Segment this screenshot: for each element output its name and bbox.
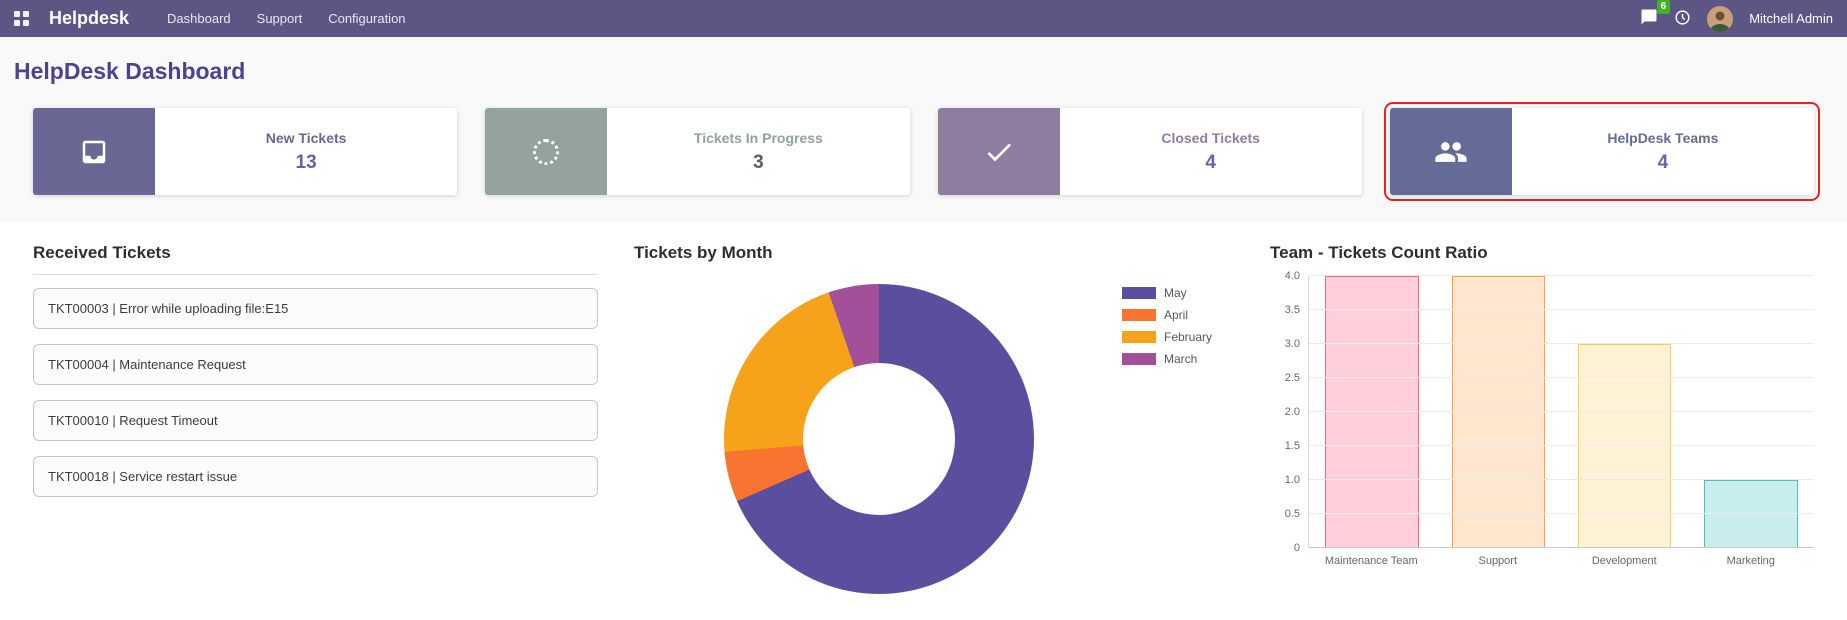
bar-development	[1577, 344, 1672, 548]
activity-icon[interactable]	[1674, 9, 1691, 29]
spinner-icon	[485, 108, 608, 195]
y-tick-label: 4.0	[1284, 270, 1300, 282]
legend-swatch	[1122, 353, 1156, 365]
legend-label: February	[1164, 330, 1213, 344]
stat-cards-row: New Tickets 13 Tickets In Progress 3 Clo…	[0, 102, 1847, 201]
legend-item[interactable]: February	[1122, 330, 1212, 344]
gridline	[1309, 411, 1814, 412]
y-tick-label: 3.0	[1284, 338, 1300, 350]
bar-support	[1451, 276, 1546, 548]
stat-card-helpdesk-teams[interactable]: HelpDesk Teams 4	[1383, 102, 1821, 201]
team-ratio-section: Team - Tickets Count Ratio 0 0.5 1.0 1.5 2.0…	[1270, 243, 1814, 594]
dashboard-body: Received Tickets TKT00003 | Error while …	[0, 223, 1847, 594]
ticket-item[interactable]: TKT00018 | Service restart issue	[33, 456, 598, 497]
legend-label: April	[1164, 308, 1189, 322]
dashboard-header-region: HelpDesk Dashboard New Tickets 13 Ticket…	[0, 37, 1847, 223]
received-tickets-section: Received Tickets TKT00003 | Error while …	[33, 243, 598, 594]
stat-card-label: Closed Tickets	[1161, 129, 1260, 146]
chat-icon	[1640, 8, 1658, 29]
inbox-icon	[33, 108, 155, 195]
gridline	[1309, 343, 1814, 344]
top-navbar: Helpdesk Dashboard Support Configuration…	[0, 0, 1847, 37]
y-tick-label: 1.5	[1284, 440, 1300, 452]
gridline	[1309, 377, 1814, 378]
user-name[interactable]: Mitchell Admin	[1749, 11, 1833, 26]
stat-card-value: 3	[753, 151, 764, 173]
bar-maintenance-team	[1325, 276, 1419, 548]
stat-card-label: HelpDesk Teams	[1607, 129, 1719, 146]
legend-swatch	[1122, 331, 1156, 343]
ticket-item[interactable]: TKT00010 | Request Timeout	[33, 400, 598, 441]
navbar-right: 6 Mitchell Admin	[1640, 0, 1833, 32]
avatar[interactable]	[1707, 5, 1734, 32]
stat-card-new-tickets[interactable]: New Tickets 13	[33, 108, 458, 195]
app-brand[interactable]: Helpdesk	[49, 8, 130, 28]
bar-xlabels: Maintenance Team Support Development Market…	[1308, 555, 1814, 567]
legend-swatch	[1122, 309, 1156, 321]
legend-label: May	[1164, 286, 1187, 300]
messages-button[interactable]: 6	[1640, 0, 1671, 29]
y-tick-label: 1.0	[1284, 474, 1300, 486]
stat-card-tickets-in-progress[interactable]: Tickets In Progress 3	[485, 108, 910, 195]
y-tick-label: 3.5	[1284, 304, 1300, 316]
x-category-label: Support	[1478, 555, 1518, 567]
apps-grid-icon[interactable]	[14, 11, 29, 26]
donut-hole	[803, 363, 955, 515]
gridline	[1309, 275, 1814, 276]
bar-chart: 0 0.5 1.0 1.5 2.0 2.5 3.0 3.5 4.0	[1270, 270, 1814, 554]
check-icon	[937, 108, 1060, 195]
nav-configuration[interactable]: Configuration	[328, 11, 406, 26]
stat-card-value: 4	[1657, 151, 1669, 173]
stat-card-label: Tickets In Progress	[693, 129, 823, 146]
team-ratio-title: Team - Tickets Count Ratio	[1270, 243, 1488, 262]
legend-item[interactable]: April	[1122, 308, 1212, 322]
y-tick-label: 2.5	[1284, 372, 1300, 384]
gridline	[1309, 445, 1814, 446]
gridline	[1309, 513, 1814, 514]
legend-item[interactable]: May	[1122, 286, 1212, 300]
bar-yaxis: 0 0.5 1.0 1.5 2.0 2.5 3.0 3.5 4.0	[1270, 270, 1308, 554]
y-tick-label: 0	[1293, 542, 1300, 554]
x-category-label: Development	[1591, 555, 1657, 567]
stat-card-closed-tickets[interactable]: Closed Tickets 4	[937, 108, 1362, 195]
received-tickets-list: TKT00003 | Error while uploading file:E1…	[33, 288, 598, 497]
main-menu: Dashboard Support Configuration	[167, 11, 405, 26]
stat-card-value: 4	[1205, 151, 1216, 173]
stat-card-value: 13	[295, 151, 317, 173]
gridline	[1309, 479, 1814, 480]
y-tick-label: 0.5	[1284, 508, 1300, 520]
donut-chart	[724, 284, 1034, 594]
legend-label: March	[1164, 352, 1198, 366]
x-category-label: Marketing	[1726, 555, 1775, 567]
page-title: HelpDesk Dashboard	[14, 58, 246, 84]
tickets-by-month-title: Tickets by Month	[634, 243, 773, 262]
nav-dashboard[interactable]: Dashboard	[167, 11, 231, 26]
donut-legend: May April February March	[1122, 286, 1212, 374]
bar-marketing	[1704, 480, 1798, 548]
users-icon	[1389, 108, 1512, 195]
received-tickets-title: Received Tickets	[33, 243, 598, 275]
messages-badge: 6	[1656, 0, 1671, 14]
x-category-label: Maintenance Team	[1324, 555, 1418, 567]
bar-plot	[1308, 275, 1814, 548]
legend-swatch	[1122, 287, 1156, 299]
y-tick-label: 2.0	[1284, 406, 1300, 418]
ticket-item[interactable]: TKT00003 | Error while uploading file:E1…	[33, 288, 598, 329]
stat-card-label: New Tickets	[265, 129, 347, 146]
tickets-by-month-section: Tickets by Month May April February March	[634, 243, 1234, 594]
ticket-item[interactable]: TKT00004 | Maintenance Request	[33, 344, 598, 385]
legend-item[interactable]: March	[1122, 352, 1212, 366]
nav-support[interactable]: Support	[256, 11, 303, 26]
gridline	[1309, 547, 1814, 548]
bars	[1309, 276, 1814, 548]
gridline	[1309, 309, 1814, 310]
